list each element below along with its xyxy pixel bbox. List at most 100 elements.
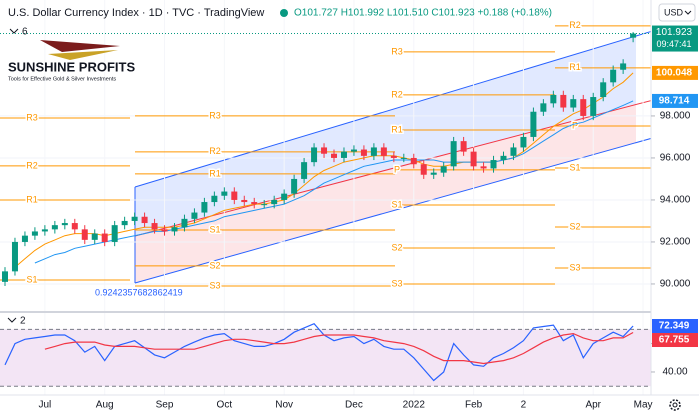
collapse-icon [7, 317, 17, 323]
countdown-label: 09:47:41 [656, 39, 691, 49]
candle-body [201, 202, 208, 213]
candle-body [51, 225, 58, 230]
candle-body [430, 172, 437, 175]
axes: 98.000 96.000 94.000 92.000 90.000 Jul Aug Sep O… [38, 25, 698, 411]
candle-body [590, 97, 597, 116]
pivot-label: R2 [391, 89, 403, 99]
candle-body [380, 147, 387, 156]
pivot-label: R1 [26, 194, 38, 204]
candle-body [261, 204, 268, 206]
pivot-label: R3 [391, 46, 403, 56]
candle-body [350, 149, 357, 152]
ma-value-box [652, 65, 698, 80]
channel-upper-line [134, 30, 651, 188]
candle-body [271, 199, 278, 205]
candle-body [360, 149, 367, 156]
logo-tagline: Tools for Effective Gold & Silver Invest… [8, 76, 116, 82]
ma-value-label: 100.048 [656, 68, 693, 79]
candle-body [181, 218, 188, 228]
rsi-label: 2 [20, 316, 26, 327]
currency-label: USD [664, 7, 684, 17]
x-tick-label: Oct [217, 400, 233, 411]
rsi-line [44, 331, 634, 365]
x-tick-label: Feb [465, 400, 483, 411]
candle-body [231, 191, 238, 200]
rsi-value-box [652, 333, 698, 348]
pivots: R3 R2 R1 S1 R3 R2 R1 S1 S2 S3 R3 R2 R1 P S1 S2 S3 R2 R1 P S1… [0, 19, 651, 292]
candle-body [211, 195, 218, 203]
candle-body [340, 151, 347, 158]
candle-body [11, 241, 18, 272]
candle-body [490, 160, 497, 169]
pivot-label: S3 [391, 278, 402, 288]
candle-body [540, 103, 547, 112]
ma-value-label: 98.714 [659, 96, 690, 107]
candle-body [321, 147, 328, 154]
x-tick-label: Apr [585, 400, 601, 411]
candle-body [480, 166, 487, 169]
indicator-toggle[interactable]: 6 [9, 27, 28, 38]
pivot-label: R1 [209, 168, 221, 178]
ma-value-box [652, 93, 698, 108]
candle-body [410, 157, 417, 165]
channel-lower-line [134, 137, 651, 284]
settings-icon-core [672, 402, 678, 408]
candle-body [121, 220, 128, 226]
pivot-label: P [572, 120, 578, 130]
currency-button[interactable]: USD [658, 3, 696, 22]
candle-body [221, 191, 228, 196]
price-axis [651, 0, 699, 416]
x-tick-label: 2022 [403, 400, 426, 411]
pivot-label: R2 [569, 20, 581, 30]
x-tick-label: Aug [96, 400, 114, 411]
rsi-pane [0, 322, 651, 387]
candle-body [400, 157, 407, 159]
candle-body [450, 141, 457, 167]
rsi-toggle[interactable]: 2 [7, 316, 26, 327]
candle-body [81, 229, 88, 240]
settings-button[interactable] [669, 399, 681, 411]
x-tick-label: May [634, 400, 653, 411]
candle-body [191, 212, 198, 219]
candle-body [600, 82, 607, 98]
candle-body [161, 229, 168, 232]
pivot-label: S2 [569, 221, 580, 231]
pivot-label: R2 [26, 160, 38, 170]
candle-body [31, 231, 38, 236]
x-tick-label: Nov [275, 400, 293, 411]
currency-caret [684, 10, 692, 15]
pivot-label: P [394, 164, 400, 174]
rsi-value-label: 72.349 [659, 321, 690, 332]
price-pane [0, 32, 651, 287]
candle-body [2, 271, 8, 282]
logo: SUNSHINE PROFITS Tools for Effective Gol… [8, 40, 135, 82]
candle-body [510, 147, 517, 156]
pivot-label: S3 [569, 262, 580, 272]
status-dot [280, 9, 288, 17]
y-tick-label: 92.000 [660, 237, 691, 248]
y-tick-label: 40.00 [662, 367, 687, 378]
pivot-label: R2 [209, 146, 221, 156]
y-tick-label: 90.000 [660, 279, 691, 290]
candle-body [111, 225, 118, 242]
candle-body [171, 227, 178, 232]
candle-body [251, 202, 258, 205]
channel-upper-fill [135, 36, 636, 236]
candle-body [530, 111, 537, 137]
pivot-label: R1 [569, 62, 581, 72]
candle-body [101, 233, 108, 242]
moving-average [14, 72, 634, 268]
candle-body [610, 69, 617, 83]
logo-swoosh [40, 40, 120, 52]
candle-body [520, 136, 527, 148]
pivot-label: S3 [209, 280, 220, 290]
candle-body [620, 63, 627, 70]
candle-body [151, 223, 158, 230]
candle-body [470, 151, 477, 167]
candle-body [390, 155, 397, 158]
rsi-value-box [652, 319, 698, 334]
candle-body [580, 99, 587, 116]
pivot-label: S2 [391, 242, 402, 252]
last-price-box [652, 25, 698, 52]
